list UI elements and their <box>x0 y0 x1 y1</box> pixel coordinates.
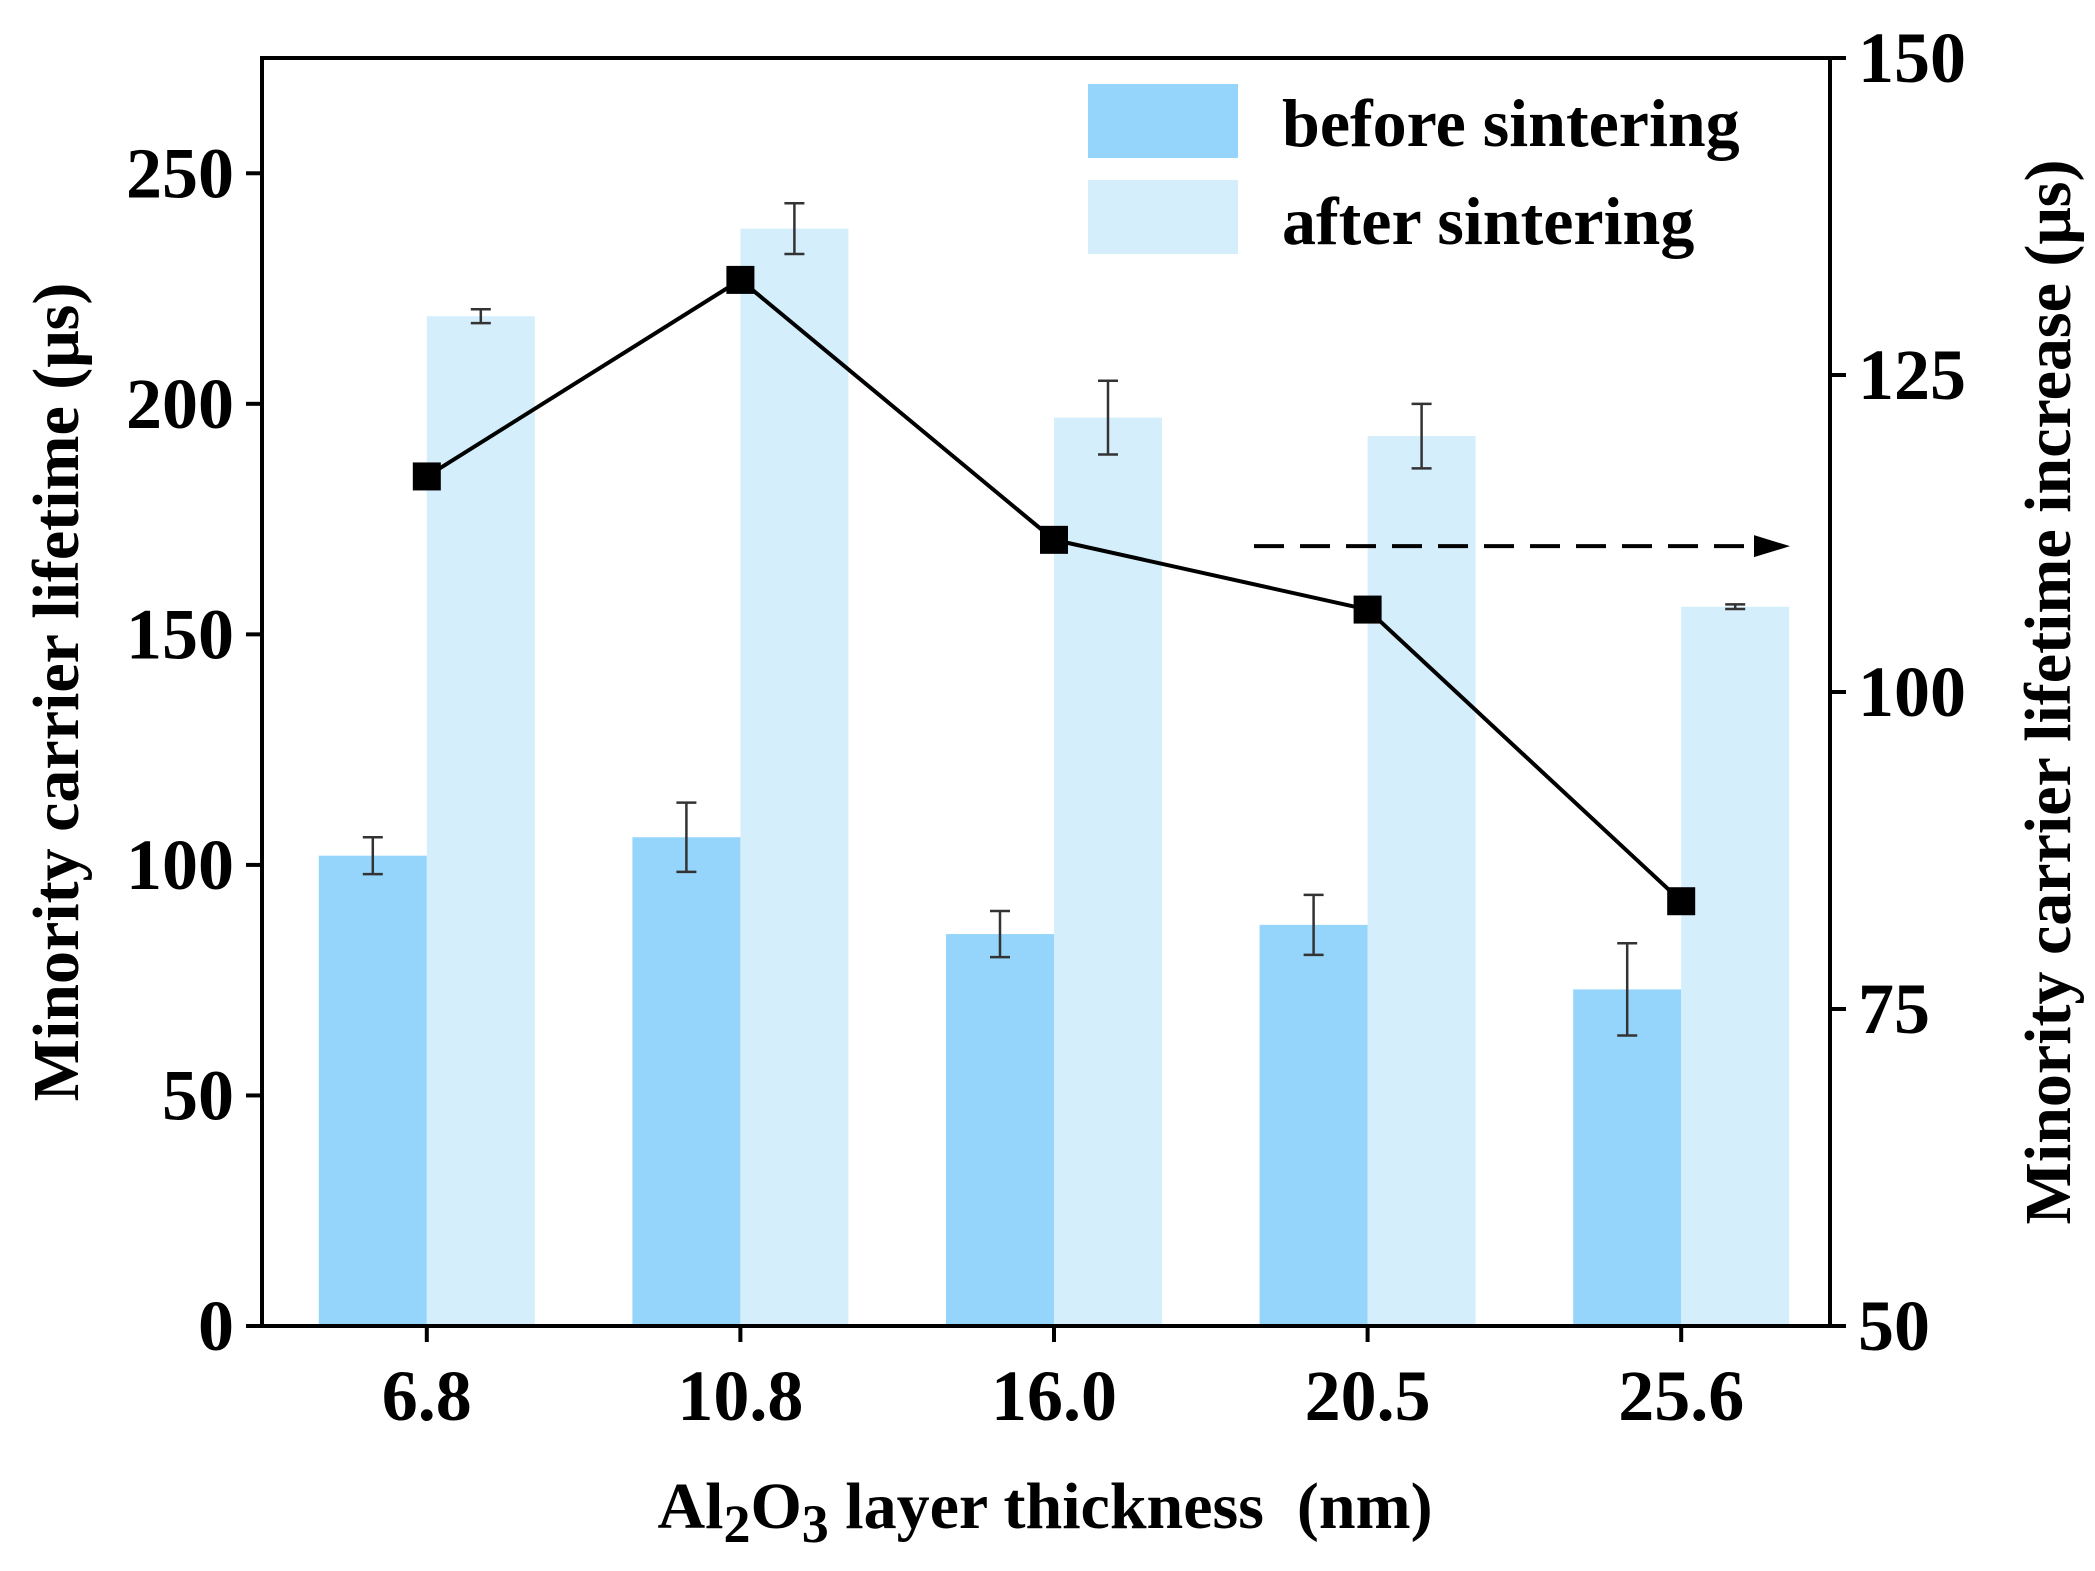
error-bar-before-sintering-25.6 <box>1617 942 1638 1037</box>
bar-before-sintering-25.6 <box>1573 989 1682 1326</box>
right-tick-label-50: 50 <box>1858 1286 1930 1366</box>
error-bar-before-sintering-20.5 <box>1303 893 1324 957</box>
arrow-head <box>1754 535 1790 558</box>
x-tick-label-25.6: 25.6 <box>1618 1356 1744 1436</box>
left-tick-label-100: 100 <box>126 825 234 905</box>
right-tick-label-125: 125 <box>1858 335 1966 415</box>
x-axis-title: Al2O3 layer thickness (nm) <box>657 1470 1432 1554</box>
error-bar-before-sintering-10.8 <box>676 801 697 874</box>
bars-group <box>318 228 1790 1327</box>
increase-line-group <box>412 265 1696 916</box>
increase-marker-16.0 <box>1040 525 1068 554</box>
left-tick-label-200: 200 <box>126 364 234 444</box>
x-tick-label-6.8: 6.8 <box>382 1356 472 1436</box>
bar-before-sintering-6.8 <box>318 855 427 1326</box>
left-tick-label-0: 0 <box>198 1286 234 1366</box>
right-axis-ticks: 50 75 100 125 150 <box>1830 18 1966 1366</box>
bar-after-sintering-6.8 <box>426 316 535 1326</box>
error-bar-before-sintering-6.8 <box>362 835 383 876</box>
increase-marker-6.8 <box>412 462 441 491</box>
error-bar-before-sintering-16.0 <box>990 909 1010 959</box>
right-tick-label-75: 75 <box>1858 969 1930 1049</box>
axis-arrow-group <box>1254 535 1790 558</box>
x-axis-ticks: 6.8 10.8 16.0 20.5 25.6 <box>382 1326 1744 1436</box>
bar-after-sintering-20.5 <box>1367 436 1476 1326</box>
error-bar-after-sintering-6.8 <box>470 308 491 325</box>
error-bar-after-sintering-10.8 <box>784 201 805 256</box>
error-bar-after-sintering-16.0 <box>1098 379 1118 456</box>
bar-before-sintering-20.5 <box>1259 924 1368 1326</box>
increase-marker-25.6 <box>1667 887 1696 916</box>
bar-after-sintering-10.8 <box>740 228 849 1326</box>
legend-label-after-sintering: after sintering <box>1282 183 1694 259</box>
error-bars-group <box>362 201 1746 1037</box>
error-bar-after-sintering-25.6 <box>1725 603 1746 611</box>
legend-swatch-before-sintering <box>1088 84 1238 158</box>
left-tick-label-50: 50 <box>162 1055 234 1135</box>
legend-swatch-after-sintering <box>1088 180 1238 254</box>
right-tick-label-100: 100 <box>1858 652 1966 732</box>
bar-after-sintering-25.6 <box>1681 606 1790 1326</box>
bar-after-sintering-16.0 <box>1054 417 1162 1327</box>
legend-label-before-sintering: before sintering <box>1282 85 1740 161</box>
bar-before-sintering-10.8 <box>632 837 741 1326</box>
right-tick-label-150: 150 <box>1858 18 1966 98</box>
left-tick-label-250: 250 <box>126 133 234 213</box>
y-left-axis-title: Minority carrier lifetime (μs) <box>20 283 93 1102</box>
increase-marker-20.5 <box>1353 595 1382 624</box>
x-tick-label-16.0: 16.0 <box>991 1356 1117 1436</box>
y-right-axis-title: Minority carrier lifetime increase (μs) <box>2012 160 2085 1225</box>
error-bar-after-sintering-20.5 <box>1411 402 1432 470</box>
legend: before sintering after sintering <box>1088 84 1740 259</box>
increase-marker-10.8 <box>726 265 755 294</box>
x-tick-label-20.5: 20.5 <box>1305 1356 1431 1436</box>
bar-before-sintering-16.0 <box>946 934 1054 1326</box>
left-axis-ticks: 0 50 100 150 200 250 <box>126 133 262 1366</box>
left-tick-label-150: 150 <box>126 594 234 674</box>
x-tick-label-10.8: 10.8 <box>677 1356 803 1436</box>
